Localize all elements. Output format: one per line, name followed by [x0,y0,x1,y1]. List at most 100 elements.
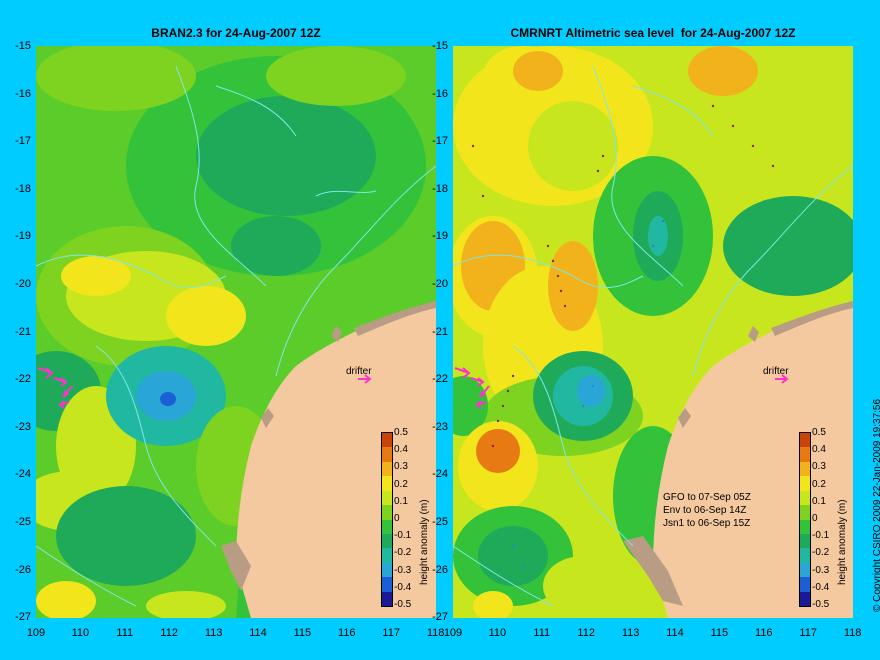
y-tick-label: -25 [15,516,31,528]
colorbar-label-left: height anomaly (m) [419,499,430,585]
colorbar-label-right: height anomaly (m) [837,499,848,585]
colorbar-tick-label: -0.1 [812,530,830,542]
colorbar-swatch [800,433,810,448]
x-tick-label: 118 [843,627,862,639]
y-tick-label: -19 [432,230,448,243]
y-tick-label: -21 [432,325,448,338]
drifter-arrows-right [454,367,789,409]
colorbar-tick-label: 0.1 [812,495,826,507]
y-tick-label: -26 [432,563,448,576]
colorbar-tick-label: -0.1 [394,530,412,542]
y-tick-label: -25 [432,516,448,528]
colorbar-swatch [800,577,810,593]
y-tick-label: -20 [432,278,448,290]
colorbar-tick-label: 0.4 [394,444,408,456]
x-tick-label: 113 [621,627,640,639]
colorbar-tick-label: 0.5 [394,427,408,438]
colorbar-tick-label: -0.2 [812,547,830,559]
bran-sea-level-map [36,46,436,618]
satellite-gfo: GFO to 07-Sep 05Z [663,492,751,503]
x-tick-label: 110 [488,627,507,639]
colorbar-tick-label: 0.1 [394,495,408,507]
x-tick-label: 117 [382,627,400,639]
colorbar-tick-label: 0.2 [812,478,826,490]
colorbar-swatch [800,505,810,520]
right-panel-title: CMRNRT Altimetric sea level for 24-Aug-2… [510,26,796,40]
x-tick-label: 114 [666,627,684,639]
colorbar-swatch [800,533,810,549]
colorbar-tick-label: 0.3 [812,461,826,473]
y-tick-label: -23 [15,420,31,433]
satellite-env: Env to 06-Sep 14Z [663,505,747,516]
y-tick-label: -24 [432,468,448,481]
colorbar-swatch [382,577,392,593]
x-tick-label: 115 [293,627,312,639]
x-tick-label: 109 [443,627,463,639]
y-tick-label: -24 [15,468,31,481]
y-tick-label: -26 [15,563,31,576]
colorbar-tick-label: -0.2 [394,547,412,559]
x-tick-label: 118 [426,627,445,639]
colorbar-swatch [800,476,810,492]
colorbar-swatch [382,433,392,448]
y-tick-label: -22 [15,373,31,386]
y-tick-label: -16 [15,87,31,100]
colorbar-tick-label: 0 [812,513,818,524]
colorbar-swatch [800,562,810,578]
colorbar-swatch [800,519,810,535]
y-tick-label: -19 [15,230,31,243]
y-tick-label: -23 [432,420,448,433]
colorbar-tick-label: -0.3 [394,564,412,576]
x-tick-label: 112 [577,627,595,639]
y-tick-label: -18 [15,182,31,195]
x-tick-label: 117 [799,627,817,639]
y-tick-label: -17 [15,135,31,148]
y-tick-label: -20 [15,278,31,290]
x-tick-label: 116 [338,627,356,639]
colorbar-swatch [800,447,810,463]
x-tick-label: 114 [249,627,267,639]
y-tick-label: -15 [432,40,448,52]
colorbar-swatch [382,533,392,549]
x-tick-label: 112 [160,627,178,639]
colorbar-swatch [382,505,392,520]
colorbar-swatch [800,591,810,607]
colorbar-swatch [382,591,392,607]
y-tick-label: -15 [15,40,31,52]
y-tick-label: -17 [432,135,448,148]
x-tick-label: 116 [755,627,773,639]
x-tick-label: 109 [26,627,46,639]
y-tick-label: -16 [432,87,448,100]
drifter-arrows-left [37,367,372,409]
y-tick-label: -22 [432,373,448,386]
colorbar-tick-label: 0.4 [812,444,826,456]
colorbar-swatch [382,461,392,477]
colorbar-swatch [382,562,392,578]
colorbar-tick-label: -0.4 [394,581,412,593]
drifter-label-right: drifter [763,366,789,377]
colorbar-tick-label: 0.3 [394,461,408,473]
colorbar-swatch [800,490,810,506]
left-panel-title: BRAN2.3 for 24-Aug-2007 12Z [151,26,321,40]
colorbar-tick-label: -0.5 [394,599,412,610]
colorbar-swatch [800,548,810,564]
colorbar-swatch [382,476,392,492]
x-tick-label: 110 [71,627,90,639]
colorbar-right [799,432,811,607]
satellite-pass-list: GFO to 07-Sep 05Z Env to 06-Sep 14Z Jsn1… [663,491,751,530]
colorbar-tick-label: 0.5 [812,427,826,438]
colorbar-swatch [382,548,392,564]
colorbar-swatch [800,461,810,477]
x-tick-label: 113 [204,627,223,639]
colorbar-swatch [382,490,392,506]
altimetric-sea-level-map [453,46,853,618]
y-tick-label: -27 [432,611,448,624]
drifter-label-left: drifter [346,366,372,377]
colorbar-tick-label: 0 [394,513,400,524]
colorbar-tick-label: 0.2 [394,478,408,490]
colorbar-swatch [382,447,392,463]
y-tick-label: -27 [15,611,31,624]
colorbar-tick-label: -0.5 [812,599,830,610]
colorbar-left [381,432,393,607]
copyright-notice: © Copyright CSIRO 2009 22-Jan-2009 19:37… [872,398,880,612]
